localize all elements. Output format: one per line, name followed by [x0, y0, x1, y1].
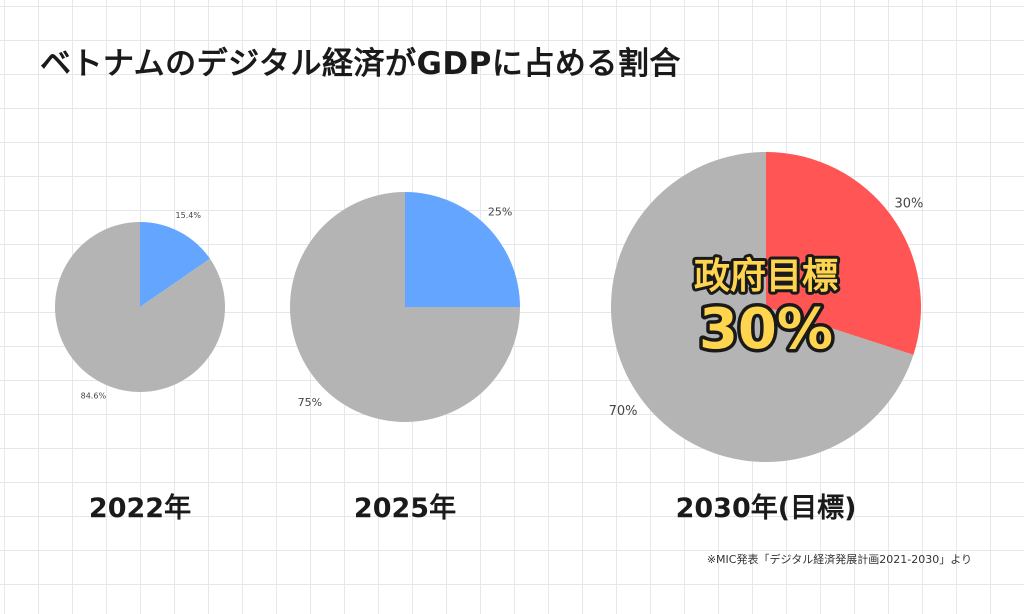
pie-slice-other-2: [611, 152, 914, 462]
pie-slice-label-other-1: 75%: [298, 396, 322, 409]
pie-chart-2030: 30% 70%: [609, 152, 924, 462]
source-note: ※MIC発表「デジタル経済発展計画2021-2030」より: [706, 553, 972, 566]
pie-slice-label-other-2: 70%: [609, 404, 638, 419]
pie-slice-label-digital-2: 30%: [895, 196, 924, 211]
year-label-2022: 2022年: [88, 493, 192, 524]
year-label-2030: 2030年(目標): [675, 493, 857, 524]
pie-slice-label-digital-1: 25%: [488, 206, 512, 219]
pie-chart-2022: 15.4% 84.6%: [55, 211, 226, 400]
target-annotation-label: 政府目標: [694, 255, 838, 297]
pie-slice-label-digital-0: 15.4%: [176, 211, 202, 220]
target-annotation-value: 30%: [699, 297, 833, 362]
year-label-2025: 2025年: [353, 493, 457, 524]
target-annotation: 政府目標 30%: [691, 252, 841, 366]
pie-slice-digital-1: [405, 192, 520, 307]
chart-title: ベトナムのデジタル経済がGDPに占める割合: [40, 46, 681, 82]
pie-slice-other-0: [55, 222, 226, 392]
pie-slice-digital-2: [766, 152, 921, 355]
pie-chart-2025: 25% 75%: [290, 192, 520, 422]
pie-slice-other-1: [290, 192, 520, 422]
pie-slice-digital-0: [140, 222, 211, 307]
pie-slice-label-other-0: 84.6%: [81, 391, 107, 400]
